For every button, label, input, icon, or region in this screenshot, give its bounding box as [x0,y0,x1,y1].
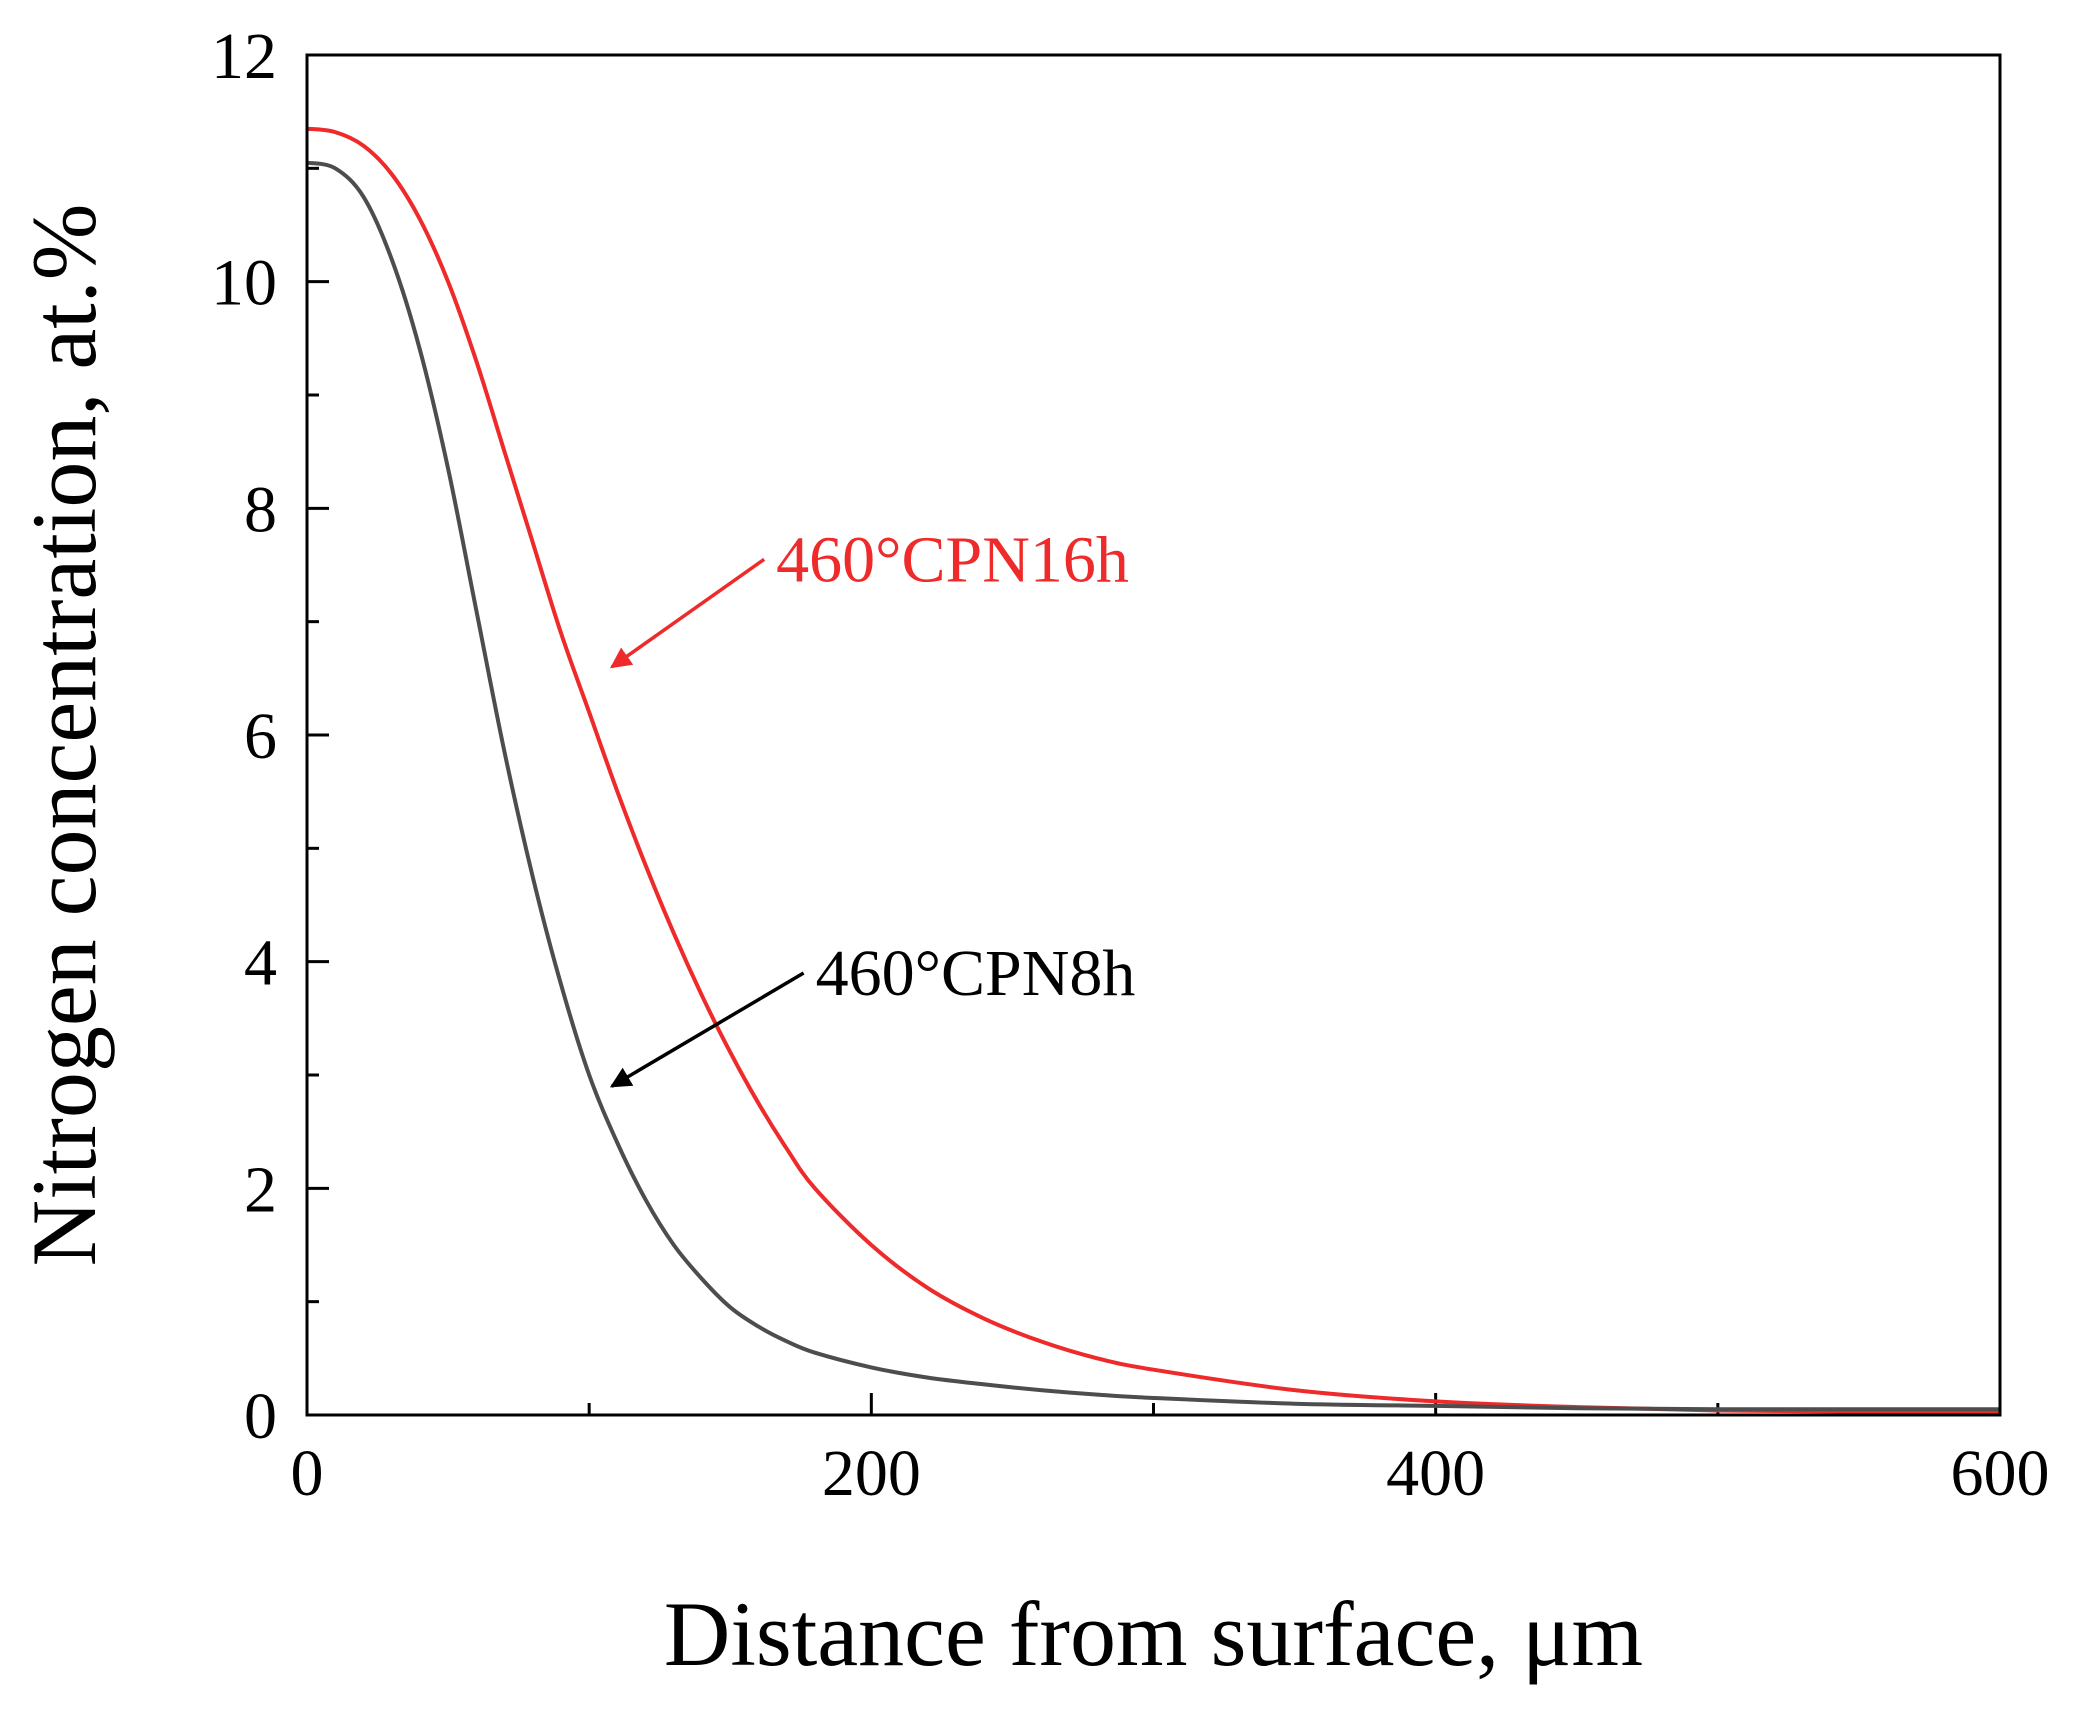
x-tick-label-3: 600 [1951,1437,2050,1510]
y-tick-label-5: 10 [211,247,277,320]
annotation-label-0: 460°CPN16h [776,523,1129,596]
x-tick-label-2: 400 [1386,1437,1485,1510]
series-line-1 [306,160,2000,1412]
plot-frame [305,53,2002,1417]
x-axis-title: Distance from surface, μm [664,1583,1643,1685]
y-tick-label-1: 2 [244,1153,277,1226]
annotation-arrow-1 [609,971,805,1088]
y-tick-label-0: 0 [244,1380,277,1453]
y-tick-label-2: 4 [244,927,277,1000]
y-tick-label-4: 8 [244,473,277,546]
annotation-label-1: 460°CPN8h [816,937,1136,1010]
x-tick-label-1: 200 [822,1437,921,1510]
y-axis-title: Nitrogen concentration, at.% [13,204,115,1267]
x-tick-label-0: 0 [291,1437,324,1510]
series-line-0 [306,126,2001,1415]
annotation-arrow-0 [610,557,766,669]
y-tick-label-6: 12 [211,20,277,93]
y-tick-label-3: 6 [244,700,277,773]
